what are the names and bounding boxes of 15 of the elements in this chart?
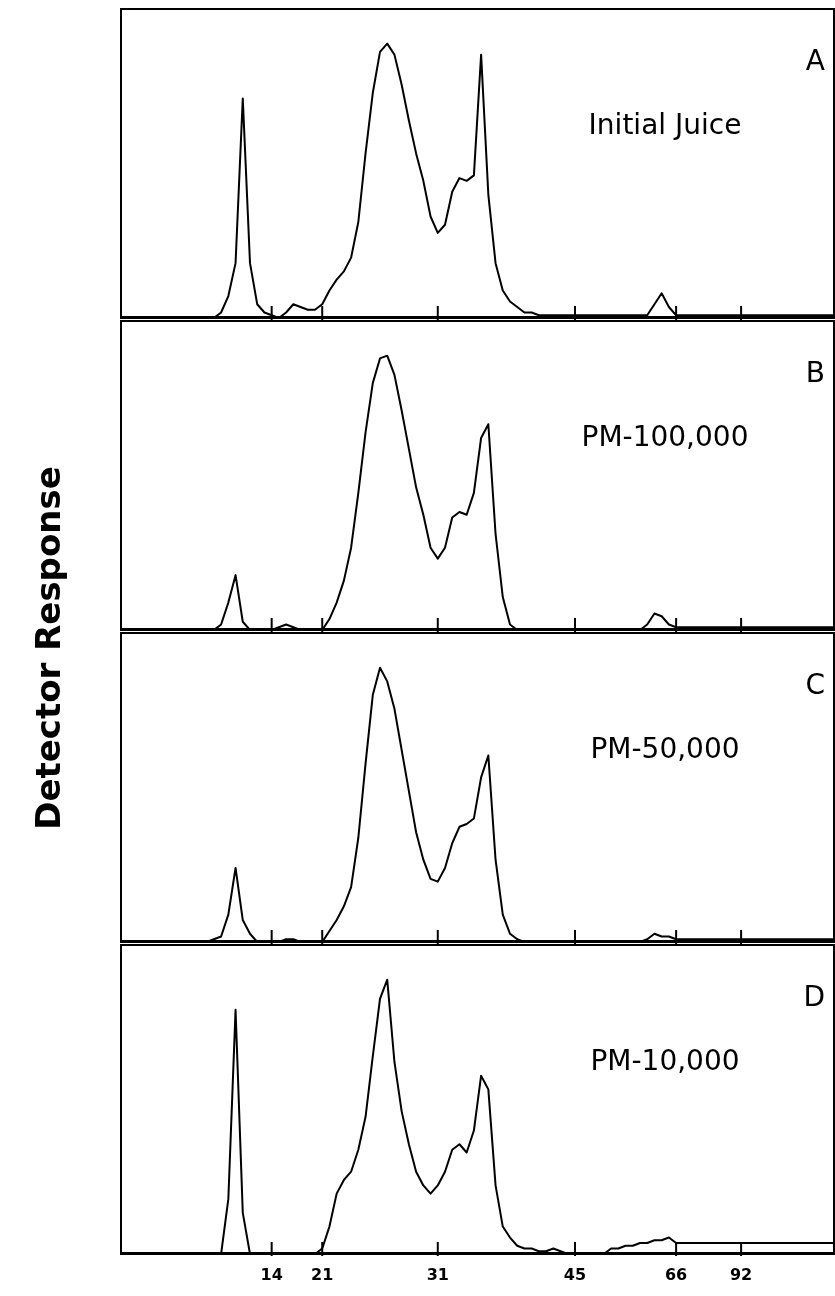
annotation: PM-100,000 (580, 420, 750, 453)
x-tick-label: 45 (563, 1265, 587, 1284)
x-tick-label: 66 (664, 1265, 688, 1284)
x-tick-label: 92 (729, 1265, 753, 1284)
x-tick-label: 21 (311, 1265, 334, 1284)
annotation: PM-50,000 (589, 732, 741, 765)
annotation: A (805, 44, 825, 77)
x-tick-label: 14 (260, 1265, 283, 1284)
x-tick-label: 31 (426, 1265, 449, 1284)
annotation: D (803, 980, 825, 1013)
annotation: C (805, 668, 825, 701)
annotation: Initial Juice (587, 108, 743, 141)
y-axis-title: Detector Response (28, 466, 68, 830)
annotation: PM-10,000 (589, 1044, 741, 1077)
annotation: B (805, 356, 825, 389)
